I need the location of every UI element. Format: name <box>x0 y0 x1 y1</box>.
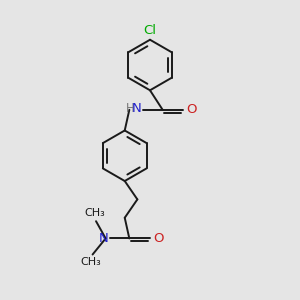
Text: N: N <box>132 102 142 115</box>
Text: O: O <box>153 232 163 245</box>
Text: CH₃: CH₃ <box>85 208 105 218</box>
Text: H: H <box>126 102 135 115</box>
Text: O: O <box>186 103 196 116</box>
Text: N: N <box>98 232 108 245</box>
Text: CH₃: CH₃ <box>80 257 101 267</box>
Text: Cl: Cl <box>143 24 157 38</box>
